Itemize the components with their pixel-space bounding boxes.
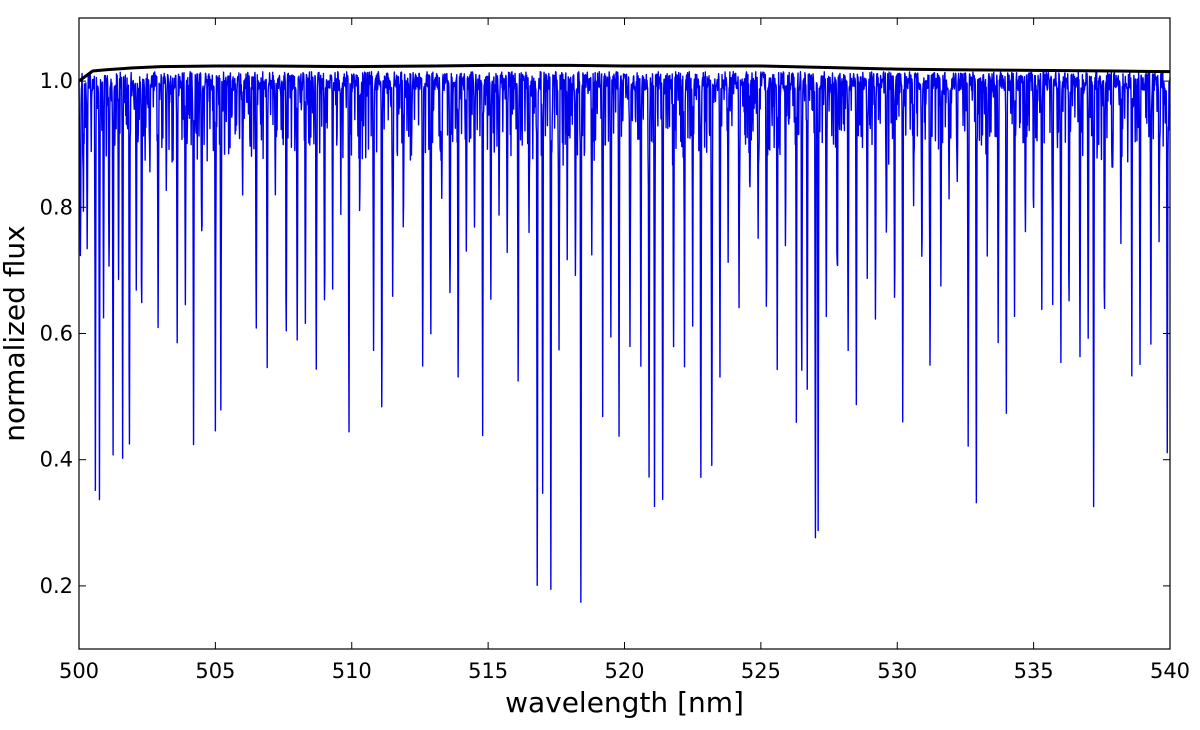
y-tick-label: 1.0 [40,69,73,93]
x-tick-label: 505 [195,659,235,683]
spectrum-series-line [78,70,1171,603]
y-tick-label: 0.6 [40,322,73,346]
x-tick-label: 535 [1014,659,1054,683]
x-tick-label: 500 [59,659,99,683]
x-tick-label: 515 [468,659,508,683]
series-layer [78,63,1171,603]
y-tick-label: 0.4 [40,448,73,472]
y-tick-label: 0.2 [40,574,73,598]
x-tick-label: 520 [604,659,644,683]
y-axis: 0.2 0.4 0.6 0.8 1.0 [40,69,1170,598]
continuum-series-line [78,63,1171,83]
x-tick-label: 510 [332,659,372,683]
x-axis: 500 505 510 515 520 525 530 535 540 [59,18,1190,683]
x-tick-label: 525 [741,659,781,683]
x-tick-label: 530 [877,659,917,683]
x-axis-title: wavelength [nm] [505,686,744,719]
y-axis-title: normalized flux [0,225,31,441]
x-tick-label: 540 [1150,659,1190,683]
y-tick-label: 0.8 [40,195,73,219]
